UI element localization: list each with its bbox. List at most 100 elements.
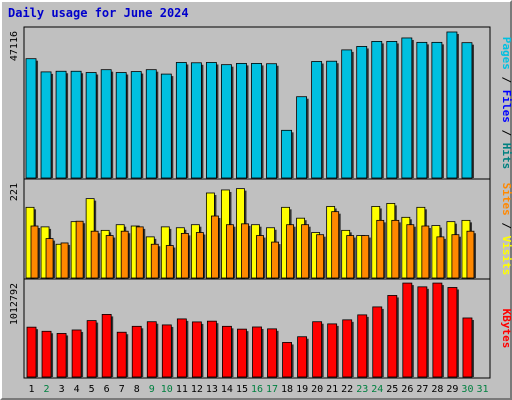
- kbytes-bar: [161, 324, 172, 378]
- day-label: 21: [326, 384, 338, 395]
- day-label: 29: [446, 384, 458, 395]
- legend-sites-visits: Sites / Visits: [500, 183, 512, 276]
- hits-bar: [446, 31, 458, 179]
- kbytes-bar: [462, 317, 473, 378]
- day-label: 25: [386, 384, 398, 395]
- kbytes-bar: [252, 326, 262, 378]
- sites-bar: [90, 230, 99, 279]
- kbytes-bar: [297, 336, 308, 378]
- legend-separator: /: [500, 70, 512, 90]
- y-max-label-sites-visits: 221: [9, 183, 20, 201]
- legend-item-kbytes: KBytes: [500, 309, 512, 349]
- hits-bar: [401, 37, 413, 179]
- kbytes-bar: [402, 282, 413, 378]
- kbytes-bar: [101, 314, 112, 378]
- hits-bar: [386, 41, 398, 179]
- hits-bar: [311, 61, 323, 179]
- sites-bar: [105, 235, 114, 279]
- day-label: 11: [176, 384, 188, 395]
- day-label: 23: [356, 384, 368, 395]
- kbytes-bar: [222, 325, 232, 378]
- sites-bar: [165, 245, 174, 279]
- hits-bar: [70, 70, 82, 179]
- sites-bar: [451, 234, 460, 279]
- day-label: 17: [266, 384, 278, 395]
- sites-bar: [346, 235, 355, 279]
- kbytes-bar: [372, 306, 383, 378]
- sites-bar: [316, 234, 325, 279]
- kbytes-bar: [417, 286, 428, 378]
- kbytes-bar: [131, 325, 142, 378]
- kbytes-bar: [267, 328, 277, 378]
- kbytes-bar: [387, 295, 398, 378]
- sites-bar: [331, 211, 340, 279]
- sites-bar: [75, 220, 84, 279]
- day-label: 14: [221, 384, 233, 395]
- sites-bar: [195, 232, 204, 279]
- kbytes-bar: [206, 320, 217, 378]
- hits-bar: [326, 60, 338, 179]
- hits-bar: [431, 41, 443, 179]
- day-label: 15: [236, 384, 248, 395]
- day-label: 13: [206, 384, 218, 395]
- kbytes-bar: [146, 321, 157, 378]
- hits-bar: [251, 63, 262, 179]
- sites-bar: [376, 219, 385, 279]
- kbytes-bar: [191, 321, 202, 378]
- day-label: 8: [134, 384, 140, 395]
- hits-bar: [281, 129, 292, 179]
- kbytes-bar: [116, 331, 127, 378]
- legend-separator: /: [500, 123, 512, 143]
- day-label: 12: [191, 384, 203, 395]
- legend-hits: Pages / Files / Hits: [500, 37, 512, 170]
- legend-kbytes: KBytes: [500, 309, 512, 349]
- kbytes-bar: [447, 287, 458, 378]
- day-label: 19: [296, 384, 308, 395]
- day-label: 3: [59, 384, 65, 395]
- hits-bar: [266, 63, 277, 179]
- hits-bar: [145, 69, 157, 179]
- day-label: 22: [341, 384, 353, 395]
- sites-bar: [421, 225, 430, 279]
- hits-bar: [221, 64, 232, 179]
- y-max-label-hits: 47116: [9, 31, 20, 61]
- hits-bar: [356, 46, 368, 179]
- sites-bar: [60, 242, 69, 279]
- kbytes-bar: [41, 330, 52, 378]
- day-label: 7: [119, 384, 125, 395]
- hits-bar: [160, 73, 172, 179]
- legend-separator: /: [500, 216, 512, 236]
- hits-bar: [85, 72, 97, 179]
- kbytes-bar: [237, 328, 247, 378]
- sites-bar: [226, 224, 234, 279]
- hits-bar: [100, 69, 112, 179]
- hits-bar: [296, 96, 308, 179]
- legend-item-files: Files: [500, 90, 512, 123]
- day-label: 9: [149, 384, 155, 395]
- sites-bar: [210, 215, 219, 279]
- day-label: 5: [89, 384, 95, 395]
- hits-bar: [461, 42, 473, 179]
- chart-title: Daily usage for June 2024: [8, 6, 189, 20]
- kbytes-bar: [282, 342, 292, 378]
- hits-bar: [205, 62, 217, 179]
- day-label: 4: [74, 384, 80, 395]
- day-label: 31: [476, 384, 488, 395]
- sites-bar: [286, 224, 294, 279]
- sites-bar: [241, 223, 249, 279]
- sites-bar: [436, 236, 445, 279]
- hits-bar: [130, 71, 142, 179]
- hits-bar: [55, 70, 67, 179]
- sites-bar: [466, 230, 475, 279]
- day-label: 18: [281, 384, 293, 395]
- legend-item-visits: Visits: [500, 236, 512, 276]
- kbytes-bar: [357, 314, 368, 378]
- sites-bar: [120, 230, 129, 279]
- day-label: 16: [251, 384, 263, 395]
- hits-bar: [175, 62, 187, 179]
- hits-bar: [115, 72, 127, 179]
- kbytes-bar: [432, 282, 443, 378]
- hits-bar: [371, 41, 383, 179]
- kbytes-bar: [71, 329, 82, 378]
- day-label: 28: [431, 384, 443, 395]
